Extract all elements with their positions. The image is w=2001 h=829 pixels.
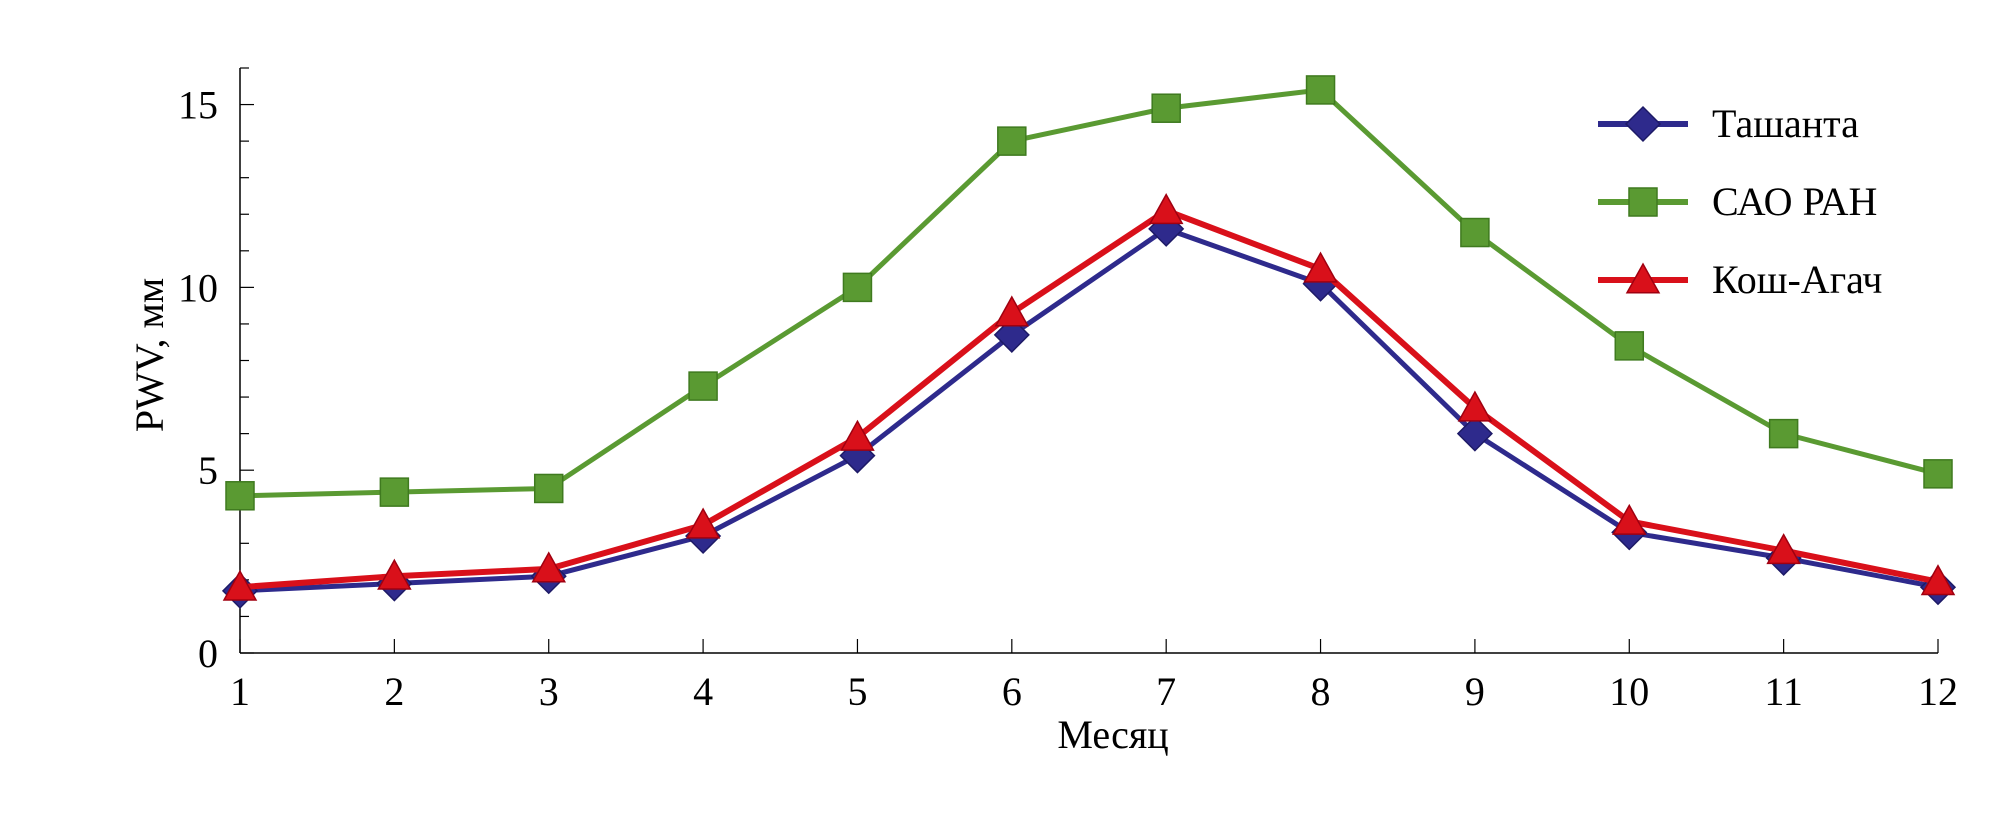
x-tick-label: 12 bbox=[1918, 669, 1958, 714]
data-point-square bbox=[1460, 217, 1490, 248]
x-tick-label: 11 bbox=[1764, 669, 1803, 714]
legend: Ташанта САО РАН Кош-Агач bbox=[1598, 101, 1882, 302]
data-point-triangle bbox=[531, 551, 567, 583]
y-axis-title: PWV, мм bbox=[127, 278, 172, 432]
data-point-triangle bbox=[1611, 503, 1647, 535]
data-point-square bbox=[1923, 459, 1953, 489]
series-1 bbox=[221, 210, 1957, 609]
data-point-diamond bbox=[1456, 415, 1493, 452]
data-point-triangle bbox=[377, 558, 412, 590]
data-point-square bbox=[379, 477, 410, 507]
legend-label: Кош-Агач bbox=[1712, 257, 1882, 302]
data-point-square bbox=[1151, 93, 1181, 123]
series-2 bbox=[225, 75, 1953, 511]
x-tick-label: 9 bbox=[1465, 669, 1485, 714]
legend-entry: САО РАН bbox=[1598, 179, 1877, 224]
x-tick-label: 7 bbox=[1156, 669, 1176, 714]
data-point-square bbox=[225, 481, 255, 511]
x-tick-label: 5 bbox=[847, 669, 867, 714]
data-point-square bbox=[842, 272, 873, 303]
series-layer bbox=[221, 75, 1957, 609]
data-point-triangle bbox=[1457, 390, 1493, 422]
legend-marker bbox=[1624, 105, 1662, 143]
data-point-square bbox=[1614, 331, 1645, 361]
data-point-triangle bbox=[1148, 193, 1184, 225]
legend-marker bbox=[1628, 187, 1658, 217]
data-point-triangle bbox=[685, 507, 721, 539]
data-point-square bbox=[533, 473, 564, 504]
series-line bbox=[239, 87, 1939, 499]
y-ticks: 0 5 10 15 bbox=[178, 67, 254, 676]
y-tick-label: 15 bbox=[178, 83, 218, 128]
y-tick-label: 10 bbox=[178, 265, 218, 310]
x-tick-label: 8 bbox=[1311, 669, 1331, 714]
x-tick-label: 2 bbox=[384, 669, 404, 714]
data-point-square bbox=[1768, 418, 1799, 449]
x-tick-label: 4 bbox=[693, 669, 713, 714]
data-point-triangle bbox=[222, 569, 258, 601]
x-ticks: 1 2 3 4 5 6 7 8 9 10 11 12 bbox=[230, 639, 1958, 714]
x-tick-label: 10 bbox=[1609, 669, 1649, 714]
legend-entry: Ташанта bbox=[1598, 101, 1859, 146]
series-3 bbox=[222, 193, 1956, 601]
legend-label: САО РАН bbox=[1712, 179, 1877, 224]
y-tick-label: 5 bbox=[198, 448, 218, 493]
data-point-square bbox=[688, 371, 718, 401]
legend-marker bbox=[1625, 262, 1661, 294]
x-tick-label: 3 bbox=[539, 669, 559, 714]
y-tick-label: 0 bbox=[198, 631, 218, 676]
legend-entry: Кош-Агач bbox=[1598, 257, 1882, 302]
legend-label: Ташанта bbox=[1712, 101, 1859, 146]
data-point-triangle bbox=[1766, 533, 1801, 565]
series-line bbox=[239, 207, 1939, 591]
data-point-triangle bbox=[1303, 251, 1338, 283]
series-line bbox=[239, 226, 1939, 594]
x-tick-label: 6 bbox=[1002, 669, 1022, 714]
data-point-square bbox=[1305, 75, 1336, 105]
x-tick-label: 1 bbox=[230, 669, 250, 714]
data-point-triangle bbox=[840, 419, 875, 451]
data-point-square bbox=[997, 126, 1027, 156]
data-point-triangle bbox=[1920, 564, 1956, 596]
x-axis-title: Месяц bbox=[1057, 712, 1168, 757]
data-point-triangle bbox=[994, 295, 1030, 327]
